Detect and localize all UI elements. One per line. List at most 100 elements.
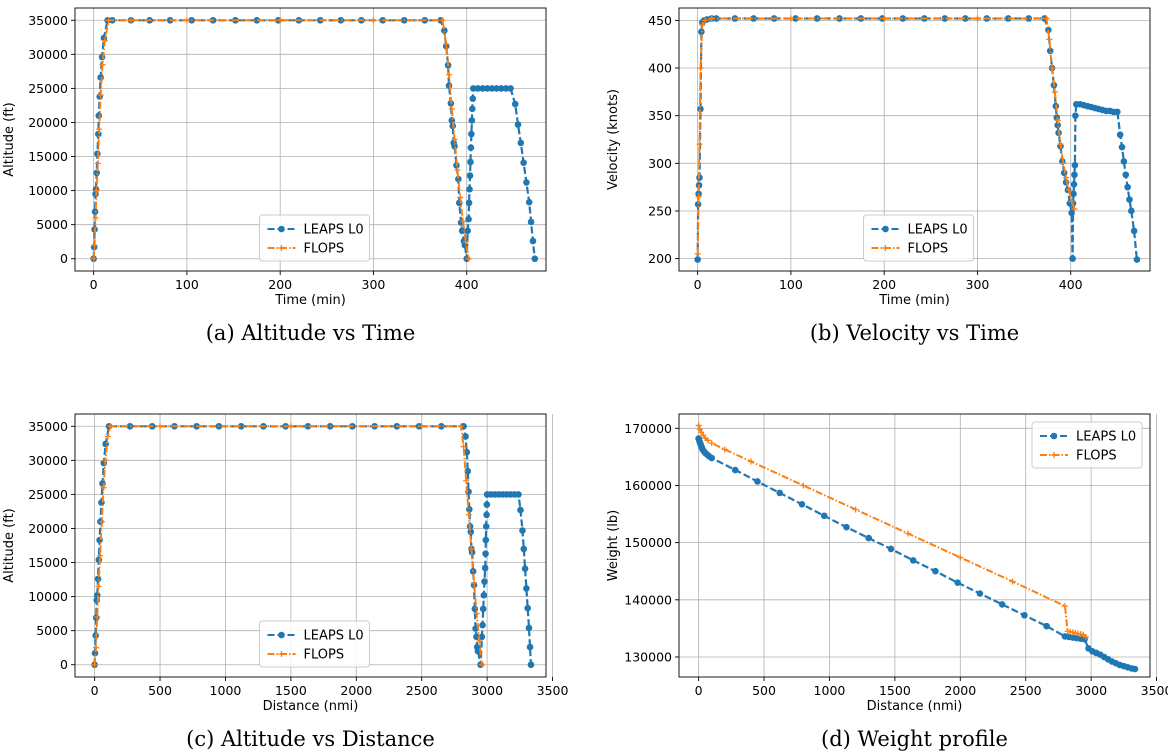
data-point-flops bbox=[457, 194, 464, 201]
data-point-flops bbox=[443, 41, 450, 48]
data-point-leaps-l0 bbox=[694, 200, 702, 208]
legend-marker bbox=[278, 651, 285, 657]
data-point-leaps-l0 bbox=[517, 139, 525, 147]
data-point-flops bbox=[446, 71, 453, 78]
data-point-leaps-l0 bbox=[525, 198, 533, 206]
x-tick-label: 300 bbox=[966, 277, 990, 292]
legend-label: LEAPS L0 bbox=[1076, 430, 1136, 445]
data-point-leaps-l0 bbox=[507, 85, 514, 92]
x-axis-label: Distance (nmi) bbox=[263, 699, 359, 714]
data-point-flops bbox=[696, 426, 703, 433]
data-point-flops bbox=[277, 17, 284, 24]
y-tick-label: 450 bbox=[648, 13, 672, 28]
data-point-leaps-l0 bbox=[1045, 26, 1052, 34]
data-point-leaps-l0 bbox=[1126, 196, 1133, 203]
data-point-flops bbox=[92, 644, 99, 651]
legend-label: FLOPS bbox=[908, 242, 949, 257]
data-point-flops bbox=[94, 160, 101, 167]
y-tick-label: 15000 bbox=[28, 149, 68, 164]
data-point-leaps-l0 bbox=[455, 175, 462, 183]
data-point-leaps-l0 bbox=[820, 512, 828, 520]
data-point-flops bbox=[92, 214, 99, 221]
data-point-flops bbox=[370, 17, 377, 24]
data-point-leaps-l0 bbox=[91, 649, 99, 657]
data-point-leaps-l0 bbox=[932, 567, 939, 575]
data-point-leaps-l0 bbox=[481, 564, 489, 572]
data-point-leaps-l0 bbox=[1070, 190, 1077, 198]
data-point-flops bbox=[90, 255, 97, 262]
legend: LEAPS L0 FLOPS bbox=[863, 214, 974, 262]
data-point-flops bbox=[787, 15, 794, 22]
axes-frame bbox=[74, 413, 547, 678]
x-tick-label: 1500 bbox=[879, 683, 911, 698]
data-point-flops bbox=[91, 242, 98, 249]
data-point-leaps-l0 bbox=[754, 478, 761, 485]
data-point-leaps-l0 bbox=[479, 85, 486, 92]
data-point-flops bbox=[695, 422, 702, 429]
data-point-leaps-l0 bbox=[1120, 158, 1128, 165]
data-point-flops bbox=[800, 482, 807, 489]
data-point-leaps-l0 bbox=[1068, 209, 1075, 217]
data-point-leaps-l0 bbox=[463, 448, 471, 456]
legend: LEAPS L0 FLOPS bbox=[1031, 421, 1143, 469]
data-point-leaps-l0 bbox=[473, 633, 480, 641]
data-point-flops bbox=[1065, 187, 1072, 194]
y-tick-label: 30000 bbox=[28, 453, 68, 468]
data-point-leaps-l0 bbox=[1069, 255, 1076, 262]
series-line-flops bbox=[697, 425, 1087, 638]
data-point-leaps-l0 bbox=[464, 227, 471, 235]
y-tick-label: 130000 bbox=[624, 649, 672, 664]
data-point-flops bbox=[1043, 15, 1050, 22]
y-tick-label: 35000 bbox=[28, 419, 68, 434]
data-point-flops bbox=[721, 446, 728, 453]
panel-caption: (c) Altitude vs Distance bbox=[186, 727, 435, 751]
data-point-flops bbox=[451, 136, 458, 143]
data-point-flops bbox=[104, 433, 111, 440]
data-point-leaps-l0 bbox=[469, 95, 477, 102]
x-tick-label: 1000 bbox=[814, 683, 846, 698]
legend-marker bbox=[278, 245, 285, 251]
x-tick-label: 1000 bbox=[210, 683, 242, 698]
data-point-flops bbox=[1054, 117, 1061, 124]
data-point-flops bbox=[471, 579, 478, 586]
data-point-flops bbox=[100, 484, 107, 491]
legend: LEAPS L0 FLOPS bbox=[259, 214, 370, 262]
data-point-leaps-l0 bbox=[1114, 108, 1121, 116]
data-point-flops bbox=[91, 661, 98, 668]
legend: LEAPS L0 FLOPS bbox=[259, 620, 370, 668]
legend-label: LEAPS L0 bbox=[908, 223, 968, 238]
data-point-flops bbox=[107, 423, 114, 430]
data-point-flops bbox=[1061, 603, 1068, 610]
data-point-leaps-l0 bbox=[481, 578, 488, 585]
data-point-leaps-l0 bbox=[517, 506, 524, 514]
x-tick-label: 3000 bbox=[1075, 683, 1107, 698]
data-point-leaps-l0 bbox=[497, 85, 505, 92]
data-point-leaps-l0 bbox=[102, 440, 109, 448]
data-point-flops bbox=[459, 218, 466, 225]
x-tick-label: 200 bbox=[268, 277, 292, 292]
data-point-flops bbox=[478, 661, 485, 668]
y-axis-label: Altitude (ft) bbox=[2, 102, 17, 177]
legend-marker bbox=[278, 225, 285, 233]
data-point-leaps-l0 bbox=[1130, 227, 1138, 235]
data-point-flops bbox=[102, 457, 109, 464]
data-point-flops bbox=[1068, 198, 1075, 205]
y-tick-label: 10000 bbox=[28, 589, 68, 604]
y-tick-label: 25000 bbox=[28, 81, 68, 96]
data-point-flops bbox=[418, 423, 425, 430]
panel-caption: (d) Weight profile bbox=[821, 727, 1008, 751]
data-point-leaps-l0 bbox=[237, 422, 245, 430]
legend-marker bbox=[1051, 452, 1057, 458]
x-tick-label: 2500 bbox=[1010, 683, 1042, 698]
data-point-leaps-l0 bbox=[468, 117, 476, 124]
x-axis-label: Time (min) bbox=[274, 293, 346, 308]
data-point-flops bbox=[462, 238, 469, 245]
data-point-leaps-l0 bbox=[697, 105, 704, 113]
data-point-flops bbox=[974, 15, 981, 22]
data-point-flops bbox=[476, 637, 483, 644]
y-tick-label: 140000 bbox=[624, 592, 672, 607]
data-point-leaps-l0 bbox=[253, 16, 261, 24]
data-point-leaps-l0 bbox=[524, 604, 531, 612]
y-tick-label: 350 bbox=[648, 108, 672, 123]
